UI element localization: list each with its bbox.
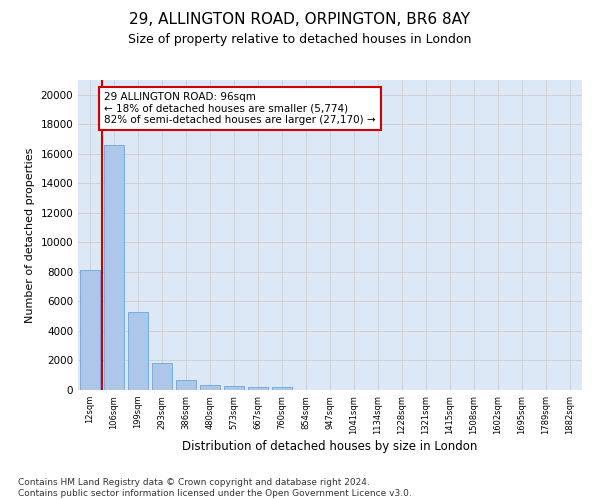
Bar: [224, 386, 244, 390]
Bar: [128, 312, 148, 390]
Text: Size of property relative to detached houses in London: Size of property relative to detached ho…: [128, 32, 472, 46]
Text: Contains HM Land Registry data © Crown copyright and database right 2024.
Contai: Contains HM Land Registry data © Crown c…: [18, 478, 412, 498]
Bar: [80, 270, 100, 390]
Bar: [152, 364, 172, 390]
Text: 29, ALLINGTON ROAD, ORPINGTON, BR6 8AY: 29, ALLINGTON ROAD, ORPINGTON, BR6 8AY: [130, 12, 470, 28]
Bar: [176, 380, 196, 390]
Bar: [200, 385, 220, 390]
X-axis label: Distribution of detached houses by size in London: Distribution of detached houses by size …: [182, 440, 478, 452]
Text: 29 ALLINGTON ROAD: 96sqm
← 18% of detached houses are smaller (5,774)
82% of sem: 29 ALLINGTON ROAD: 96sqm ← 18% of detach…: [104, 92, 376, 125]
Y-axis label: Number of detached properties: Number of detached properties: [25, 148, 35, 322]
Bar: [104, 145, 124, 390]
Bar: [272, 388, 292, 390]
Bar: [248, 387, 268, 390]
